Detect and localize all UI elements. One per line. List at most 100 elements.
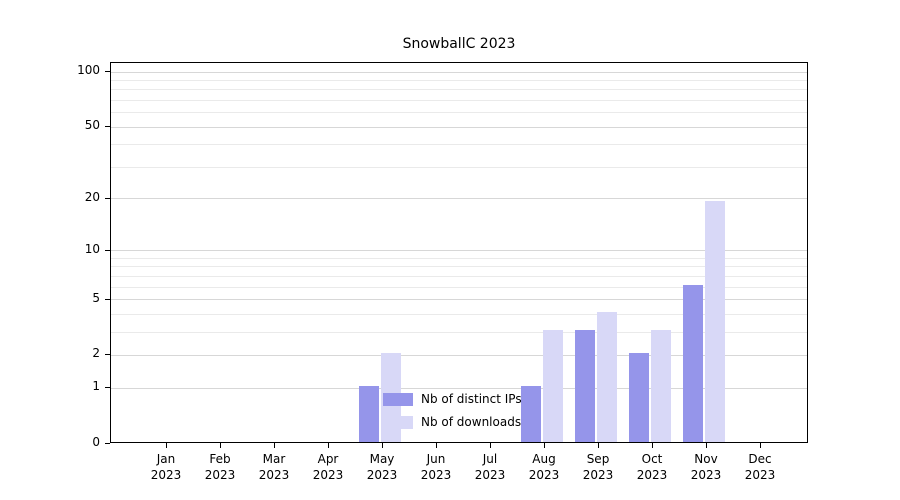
- gridline-major: [111, 354, 807, 356]
- x-tick: [166, 443, 167, 448]
- x-tick: [760, 443, 761, 448]
- y-tick-label: 10: [84, 241, 100, 256]
- x-tick-label: Jun 2023: [409, 451, 463, 483]
- gridline-minor: [111, 99, 807, 101]
- x-tick-label-line: Apr: [317, 452, 339, 466]
- x-tick-label-line: 2023: [528, 468, 560, 483]
- legend-label: Nb of downloads: [421, 415, 522, 429]
- x-tick-label-line: Nov: [694, 452, 718, 466]
- gridline-minor: [111, 275, 807, 277]
- x-tick-label-line: 2023: [690, 468, 722, 483]
- y-tick-label: 100: [77, 63, 100, 78]
- gridline-minor: [111, 257, 807, 259]
- x-tick-label: May 2023: [355, 451, 409, 483]
- gridline-minor: [111, 79, 807, 81]
- y-tick-label: 20: [84, 189, 100, 204]
- x-tick-label-line: Aug: [532, 452, 556, 466]
- bar-downloads-sep-2023: [597, 312, 617, 442]
- gridline-minor: [111, 313, 807, 315]
- x-tick-label-line: Sep: [586, 452, 610, 466]
- x-tick-label-line: Mar: [262, 452, 286, 466]
- y-tick: [105, 71, 110, 73]
- legend-label: Nb of distinct IPs: [421, 392, 522, 406]
- y-tick-label: 50: [84, 118, 100, 133]
- x-tick-label: Nov 2023: [679, 451, 733, 483]
- gridline-minor: [111, 112, 807, 114]
- chart-title: SnowballC 2023: [402, 36, 516, 52]
- x-tick: [382, 443, 383, 448]
- y-tick-label: 0: [92, 435, 100, 449]
- legend-swatch: [383, 415, 413, 429]
- gridline-minor: [111, 331, 807, 333]
- x-tick-label: Apr 2023: [301, 451, 355, 483]
- x-tick-label: Mar 2023: [247, 451, 301, 483]
- y-tick: [105, 354, 110, 356]
- x-tick-label-line: 2023: [150, 468, 182, 483]
- x-tick-label: Jan 2023: [139, 451, 193, 483]
- gridline-major: [111, 299, 807, 301]
- legend-item: Nb of distinct IPs: [383, 392, 522, 406]
- y-tick: [105, 298, 110, 300]
- x-tick-label-line: Feb: [209, 452, 231, 466]
- x-tick: [490, 443, 491, 448]
- gridline-major: [111, 198, 807, 200]
- x-tick-label-line: Jun: [426, 452, 446, 466]
- bar-downloads-nov-2023: [705, 200, 725, 442]
- bar-distinct-ips-nov-2023: [683, 285, 703, 442]
- x-tick-label: Feb 2023: [193, 451, 247, 483]
- bar-downloads-aug-2023: [543, 330, 563, 442]
- x-tick-label-line: 2023: [744, 468, 776, 483]
- x-tick: [598, 443, 599, 448]
- x-tick-label-line: 2023: [420, 468, 452, 483]
- x-tick: [436, 443, 437, 448]
- x-tick-label-line: 2023: [312, 468, 344, 483]
- bar-distinct-ips-may-2023: [359, 386, 379, 442]
- x-tick: [652, 443, 653, 448]
- x-tick: [220, 443, 221, 448]
- y-tick-label: 2: [92, 346, 100, 361]
- x-tick-label-line: 2023: [582, 468, 614, 483]
- y-tick: [105, 197, 110, 199]
- x-tick-label: Dec 2023: [733, 451, 787, 483]
- legend: Nb of distinct IPs Nb of downloads: [383, 392, 522, 438]
- x-tick: [544, 443, 545, 448]
- y-tick: [105, 387, 110, 389]
- gridline-minor: [111, 286, 807, 288]
- x-tick-label-line: 2023: [204, 468, 236, 483]
- legend-swatch: [383, 392, 413, 406]
- x-tick: [274, 443, 275, 448]
- plot-area: Nb of distinct IPs Nb of downloads: [110, 62, 808, 443]
- x-tick-label: Oct 2023: [625, 451, 679, 483]
- x-tick-label-line: 2023: [474, 468, 506, 483]
- x-tick-label-line: 2023: [366, 468, 398, 483]
- x-tick-label-line: Oct: [641, 452, 663, 466]
- y-tick: [105, 126, 110, 128]
- x-tick: [706, 443, 707, 448]
- x-tick-label: Sep 2023: [571, 451, 625, 483]
- gridline-major: [111, 250, 807, 252]
- x-tick: [328, 443, 329, 448]
- y-tick-label: 1: [92, 379, 100, 394]
- x-tick-label: Aug 2023: [517, 451, 571, 483]
- gridline-major: [111, 71, 807, 73]
- bar-distinct-ips-sep-2023: [575, 330, 595, 442]
- x-tick-label-line: Dec: [748, 452, 772, 466]
- y-tick: [105, 443, 110, 444]
- x-tick-label-line: Jul: [482, 452, 498, 466]
- x-tick-label-line: 2023: [636, 468, 668, 483]
- gridline-major: [111, 387, 807, 389]
- gridline-major: [111, 126, 807, 128]
- x-tick-label-line: Jan: [156, 452, 176, 466]
- bar-downloads-oct-2023: [651, 330, 671, 442]
- x-tick-label: Jul 2023: [463, 451, 517, 483]
- legend-item: Nb of downloads: [383, 415, 522, 429]
- gridline-minor: [111, 166, 807, 168]
- x-tick-label-line: 2023: [258, 468, 290, 483]
- gridline-minor: [111, 144, 807, 146]
- bar-distinct-ips-aug-2023: [521, 386, 541, 442]
- y-tick: [105, 249, 110, 251]
- bar-distinct-ips-oct-2023: [629, 353, 649, 442]
- x-tick-label-line: May: [369, 452, 395, 466]
- gridline-minor: [111, 266, 807, 268]
